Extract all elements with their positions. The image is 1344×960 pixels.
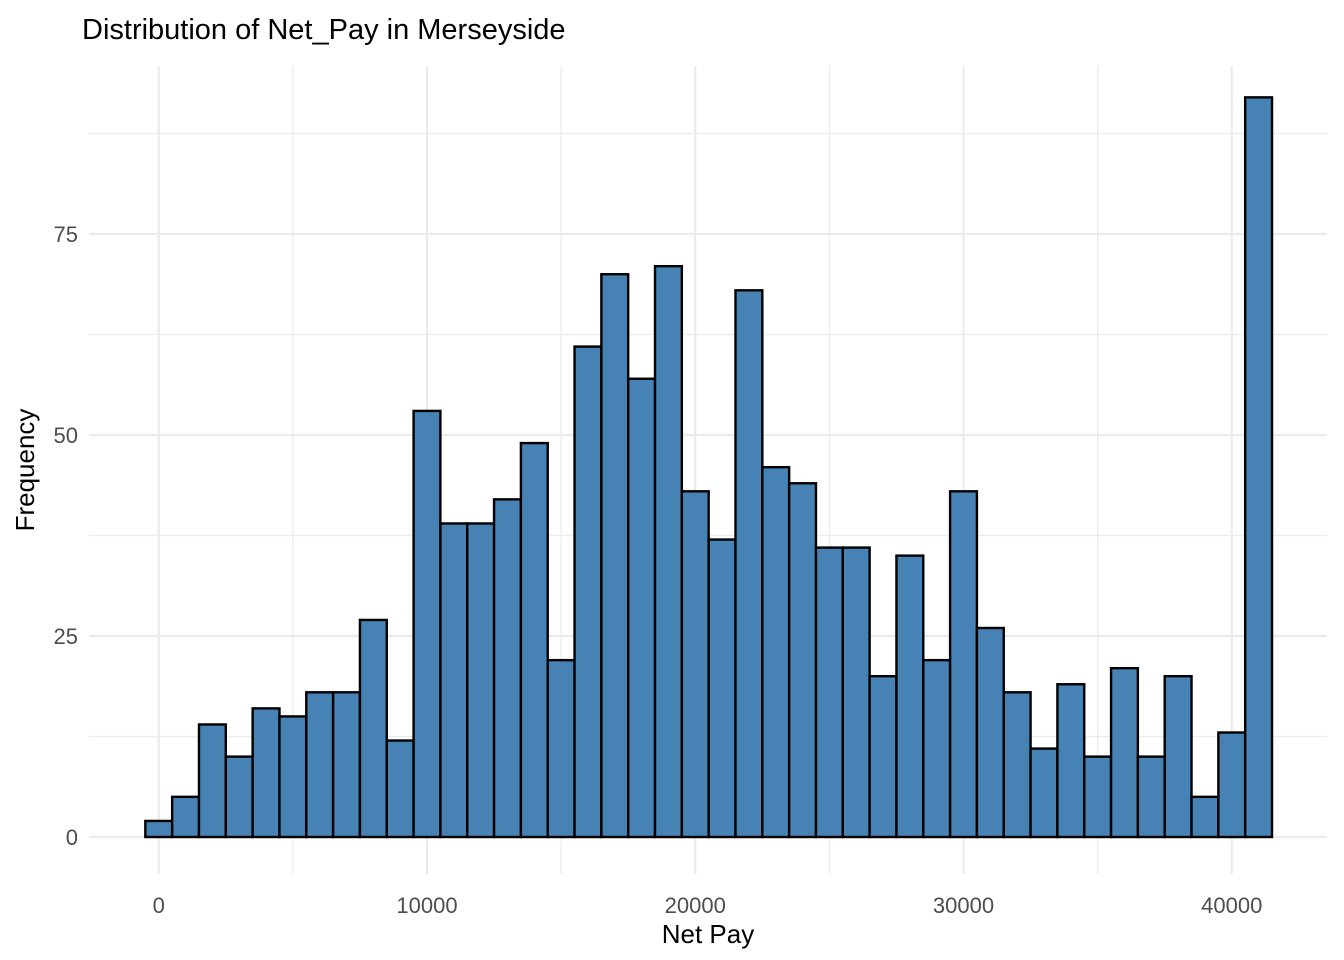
y-tick-label: 50 xyxy=(54,423,78,448)
histogram-bar xyxy=(573,345,603,839)
histogram-bar xyxy=(1163,675,1193,839)
histogram-bar xyxy=(251,707,281,839)
histogram-bar xyxy=(975,626,1005,839)
histogram-bar xyxy=(1029,747,1059,839)
histogram-bar xyxy=(412,409,442,839)
x-axis-title: Net Pay xyxy=(662,919,755,949)
histogram-bar xyxy=(1136,755,1166,839)
histogram-bar xyxy=(948,490,979,839)
histogram-bar xyxy=(1056,683,1086,839)
histogram-bar xyxy=(1083,755,1113,839)
histogram-bar xyxy=(546,658,576,839)
histogram-bar xyxy=(680,490,710,839)
histogram-bar xyxy=(868,675,898,839)
y-tick-label: 0 xyxy=(66,825,78,850)
histogram-bar xyxy=(761,465,791,839)
histogram-bar xyxy=(814,546,844,839)
x-tick-label: 30000 xyxy=(933,893,994,918)
histogram-bar xyxy=(1190,795,1220,839)
histogram-bar xyxy=(305,691,335,839)
y-axis-title: Frequency xyxy=(10,409,40,532)
histogram-bar xyxy=(1243,96,1274,839)
x-tick-label: 0 xyxy=(153,893,165,918)
histogram-bar xyxy=(787,482,818,839)
histogram-bar xyxy=(707,538,737,839)
histogram-bar xyxy=(439,522,469,839)
y-tick-label: 75 xyxy=(54,222,78,247)
histogram-bar xyxy=(734,289,764,839)
histogram-bar xyxy=(197,723,228,839)
histogram-bar xyxy=(895,554,925,839)
histogram-bar xyxy=(358,618,388,839)
histogram-bar xyxy=(519,441,549,839)
histogram-bar xyxy=(922,658,952,839)
y-tick-label: 25 xyxy=(54,624,78,649)
histogram-bar xyxy=(653,264,684,839)
histogram-bar xyxy=(841,546,871,839)
histogram-bar xyxy=(1002,691,1032,839)
histogram-bar xyxy=(385,739,415,839)
histogram-bar xyxy=(331,691,362,839)
histogram-bar xyxy=(224,755,254,839)
histogram-bar xyxy=(600,273,630,839)
histogram-bar xyxy=(1109,666,1140,839)
x-tick-label: 10000 xyxy=(396,893,457,918)
x-tick-label: 40000 xyxy=(1201,893,1262,918)
x-tick-label: 20000 xyxy=(665,893,726,918)
histogram-bar xyxy=(466,522,496,839)
histogram-bar xyxy=(1217,731,1247,839)
histogram-bar xyxy=(492,498,523,839)
histogram-bar xyxy=(626,377,657,839)
histogram-bar xyxy=(144,819,174,839)
histogram-bar xyxy=(278,715,308,839)
histogram-bar xyxy=(170,795,201,839)
chart-title: Distribution of Net_Pay in Merseyside xyxy=(82,14,566,46)
